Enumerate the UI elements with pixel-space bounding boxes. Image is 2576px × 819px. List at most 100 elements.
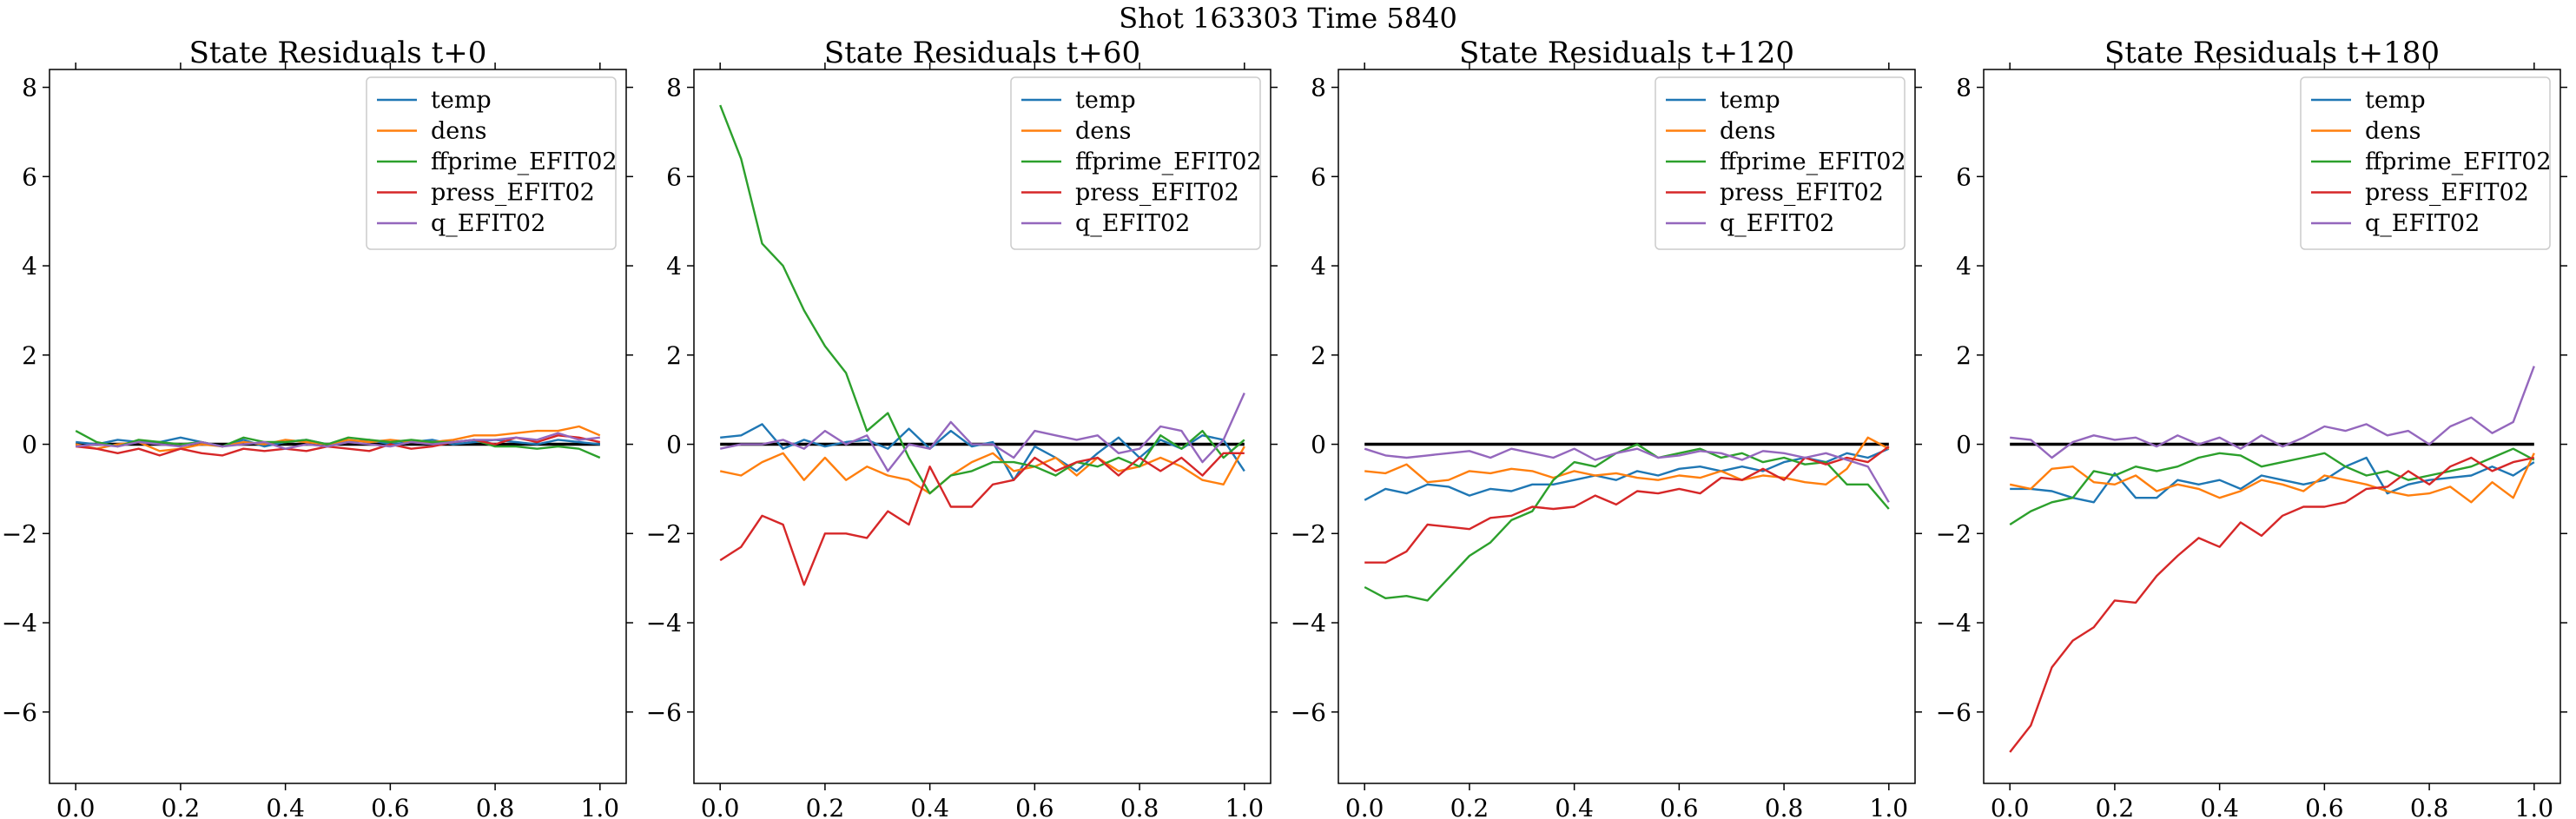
x-tick-label: 0.0 xyxy=(701,794,740,819)
legend-label-temp: temp xyxy=(431,87,492,114)
y-tick-label: −4 xyxy=(1291,609,1326,637)
y-tick-label: 0 xyxy=(1311,431,1326,459)
series-line-ffprime_EFIT02 xyxy=(75,430,601,459)
x-tick-label: 0.6 xyxy=(1660,794,1699,819)
series-line-temp xyxy=(2010,456,2535,504)
legend-label-q_EFIT02: q_EFIT02 xyxy=(2365,210,2480,237)
subplot-2: State Residuals t+120 0.0 0.2 0.4 0.6 0.8 1.0 −… xyxy=(1291,36,1922,819)
series-line-press_EFIT02 xyxy=(1364,446,1890,564)
y-tick-label: 8 xyxy=(22,74,37,102)
y-tick-label: 2 xyxy=(22,341,37,370)
legend: temp dens ffprime_EFIT02 press_EFIT02 q_EFIT… xyxy=(366,76,618,250)
x-tick-label: 0.2 xyxy=(162,794,201,819)
series-line-dens xyxy=(75,425,601,452)
x-tick-label: 1.0 xyxy=(2515,794,2554,819)
series-line-ffprime_EFIT02 xyxy=(1364,443,1890,602)
legend-label-q_EFIT02: q_EFIT02 xyxy=(431,210,545,237)
legend-box xyxy=(1010,76,1261,250)
x-tick-label: 0.0 xyxy=(1991,794,2030,819)
series-line-press_EFIT02 xyxy=(2009,456,2535,753)
x-tick-label: 0.8 xyxy=(1120,794,1159,819)
series-line-q_EFIT02 xyxy=(76,432,600,450)
x-tick-label: 0.0 xyxy=(1345,794,1384,819)
figure-suptitle: Shot 163303 Time 5840 xyxy=(1119,2,1457,35)
y-tick-label: −4 xyxy=(1936,609,1972,637)
series-line-press_EFIT02 xyxy=(719,452,1245,586)
y-tick-label: 2 xyxy=(1956,341,1972,370)
legend-label-dens: dens xyxy=(431,118,487,145)
y-tick-label: 6 xyxy=(666,162,682,191)
legend-label-dens: dens xyxy=(1075,118,1132,145)
series-line-q_EFIT02 xyxy=(2010,366,2535,459)
subplot-title: State Residuals t+120 xyxy=(1459,36,1794,70)
axes-frame xyxy=(1338,69,1916,784)
legend-label-q_EFIT02: q_EFIT02 xyxy=(1075,210,1190,237)
y-tick-label: 4 xyxy=(1956,252,1972,281)
x-tick-label: 0.6 xyxy=(371,794,410,819)
y-tick-label: 6 xyxy=(1311,162,1326,191)
legend-label-q_EFIT02: q_EFIT02 xyxy=(1720,210,1834,237)
x-tick-label: 0.4 xyxy=(266,794,305,819)
legend: temp dens ffprime_EFIT02 press_EFIT02 q_EFIT… xyxy=(2300,76,2552,250)
y-tick-label: 4 xyxy=(666,252,682,281)
x-tick-label: 0.8 xyxy=(476,794,515,819)
axes-frame xyxy=(49,69,627,784)
subplot-1: State Residuals t+60 0.0 0.2 0.4 0.6 0.8 1.0 −6… xyxy=(646,36,1278,819)
x-tick-label: 0.2 xyxy=(1450,794,1489,819)
subplot-title: State Residuals t+60 xyxy=(824,36,1140,70)
legend: temp dens ffprime_EFIT02 press_EFIT02 q_EFIT… xyxy=(1655,76,1906,250)
x-tick-label: 0.2 xyxy=(806,794,845,819)
y-tick-label: 2 xyxy=(1311,341,1326,370)
x-tick-label: 0.4 xyxy=(2200,794,2239,819)
legend-label-ffprime_EFIT02: ffprime_EFIT02 xyxy=(431,149,618,175)
x-tick-label: 0.0 xyxy=(56,794,96,819)
y-tick-label: −4 xyxy=(2,609,37,637)
series-line-q_EFIT02 xyxy=(1364,447,1890,503)
subplot-0: State Residuals t+0 0.0 0.2 0.4 0.6 0.8 1.0 −6 −… xyxy=(2,36,633,819)
legend-label-dens: dens xyxy=(2365,118,2421,145)
subplot-3: State Residuals t+180 0.0 0.2 0.4 0.6 0.8 1.0 −… xyxy=(1936,36,2567,819)
legend-label-press_EFIT02: press_EFIT02 xyxy=(2365,180,2529,207)
series-line-ffprime_EFIT02 xyxy=(719,104,1245,495)
x-tick-label: 0.6 xyxy=(2305,794,2344,819)
y-tick-label: −6 xyxy=(646,698,682,727)
series-group xyxy=(719,104,1245,586)
x-tick-label: 0.8 xyxy=(1765,794,1804,819)
legend-label-ffprime_EFIT02: ffprime_EFIT02 xyxy=(1720,149,1906,175)
legend-label-ffprime_EFIT02: ffprime_EFIT02 xyxy=(2365,149,2552,175)
axes-frame xyxy=(1983,69,2561,784)
y-tick-label: 4 xyxy=(1311,252,1326,281)
y-tick-label: 2 xyxy=(666,341,682,370)
y-tick-label: 0 xyxy=(666,431,682,459)
legend-label-temp: temp xyxy=(2365,87,2426,114)
y-tick-label: −2 xyxy=(1936,519,1972,548)
axes-frame xyxy=(693,69,1271,784)
y-tick-label: −6 xyxy=(1936,698,1972,727)
y-tick-label: −2 xyxy=(2,519,37,548)
subplot-grid: State Residuals t+0 0.0 0.2 0.4 0.6 0.8 1.0 −6 −… xyxy=(2,36,2567,819)
subplot-title: State Residuals t+180 xyxy=(2104,36,2440,70)
series-line-dens xyxy=(2009,452,2535,504)
x-tick-label: 0.8 xyxy=(2410,794,2449,819)
y-tick-label: −4 xyxy=(646,609,682,637)
y-tick-label: 4 xyxy=(22,252,37,281)
y-tick-label: 8 xyxy=(1311,74,1326,102)
legend-label-temp: temp xyxy=(1720,87,1780,114)
x-tick-label: 0.6 xyxy=(1015,794,1054,819)
y-tick-label: −2 xyxy=(646,519,682,548)
y-tick-label: 0 xyxy=(1956,431,1972,459)
x-tick-label: 1.0 xyxy=(1870,794,1909,819)
legend: temp dens ffprime_EFIT02 press_EFIT02 q_EFIT… xyxy=(1010,76,1262,250)
x-tick-label: 1.0 xyxy=(1225,794,1265,819)
x-tick-label: 0.4 xyxy=(910,794,949,819)
y-tick-label: 0 xyxy=(22,431,37,459)
legend-label-ffprime_EFIT02: ffprime_EFIT02 xyxy=(1075,149,1262,175)
series-line-dens xyxy=(719,446,1245,495)
legend-label-press_EFIT02: press_EFIT02 xyxy=(1720,180,1884,207)
legend-label-press_EFIT02: press_EFIT02 xyxy=(431,180,595,207)
y-tick-label: −6 xyxy=(1291,698,1326,727)
series-line-temp xyxy=(76,436,600,448)
y-tick-label: 8 xyxy=(666,74,682,102)
series-group xyxy=(1364,436,1890,602)
